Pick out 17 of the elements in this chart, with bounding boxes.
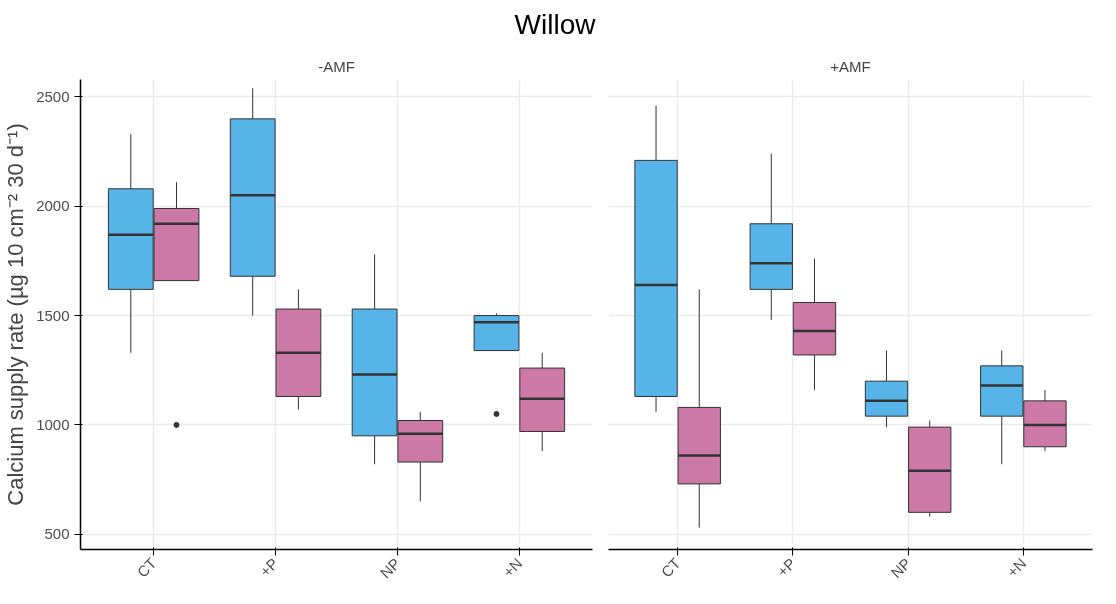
chart-title: Willow [514,8,596,42]
x-tick-label: NP [376,554,404,582]
y-axis-title: Calcium supply rate (µg 10 cm⁻² 30 d⁻¹) [3,123,29,506]
y-tick-label: 1000 [36,415,70,433]
x-tick-label: CT [657,554,684,581]
x-tick-label: NP [887,554,915,582]
x-tick-label: +N [499,554,526,581]
x-tick-label: +P [773,554,799,580]
y-tick-label: 2500 [36,87,70,105]
y-tick-label: 1500 [36,306,70,324]
chart-subtitle: +AMF [830,57,871,75]
chart-subtitle: -AMF [318,57,355,75]
y-tick-label: 2000 [36,197,70,215]
y-tick-label: 500 [44,525,70,543]
x-tick-label: +P [256,554,282,580]
x-tick-label: +N [1003,554,1030,581]
x-tick-label: CT [133,554,160,581]
